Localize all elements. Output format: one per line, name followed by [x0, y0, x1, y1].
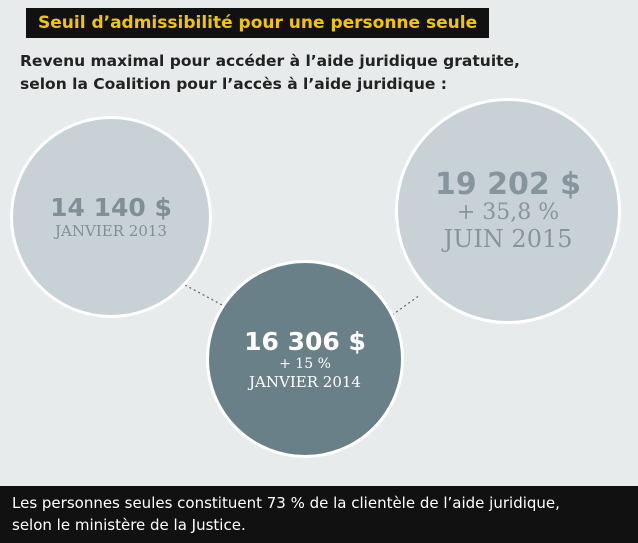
- date-2014: JANVIER 2014: [249, 372, 361, 391]
- circle-january-2014: 16 306 $ + 15 % JANVIER 2014: [206, 260, 404, 458]
- title-banner: Seuil d’admissibilité pour une personne …: [26, 8, 490, 38]
- footer-line-2: selon le ministère de la Justice.: [12, 516, 246, 534]
- subtitle-line-2: selon la Coalition pour l’accès à l’aide…: [20, 75, 447, 93]
- circle-january-2013: 14 140 $ JANVIER 2013: [10, 116, 212, 318]
- amount-2013: 14 140 $: [50, 193, 172, 222]
- footer-note: Les personnes seules constituent 73 % de…: [0, 486, 638, 543]
- subtitle-line-1: Revenu maximal pour accéder à l’aide jur…: [20, 52, 520, 70]
- date-2015: JUIN 2015: [443, 225, 573, 253]
- amount-2014: 16 306 $: [244, 326, 366, 356]
- circle-june-2015: 19 202 $ + 35,8 % JUIN 2015: [395, 98, 621, 324]
- amount-2015: 19 202 $: [434, 167, 582, 202]
- footer-line-1: Les personnes seules constituent 73 % de…: [12, 494, 560, 512]
- change-2014: + 15 %: [279, 355, 331, 372]
- date-2013: JANVIER 2013: [55, 222, 167, 240]
- change-2015: + 35,8 %: [456, 200, 560, 225]
- subtitle: Revenu maximal pour accéder à l’aide jur…: [20, 50, 620, 96]
